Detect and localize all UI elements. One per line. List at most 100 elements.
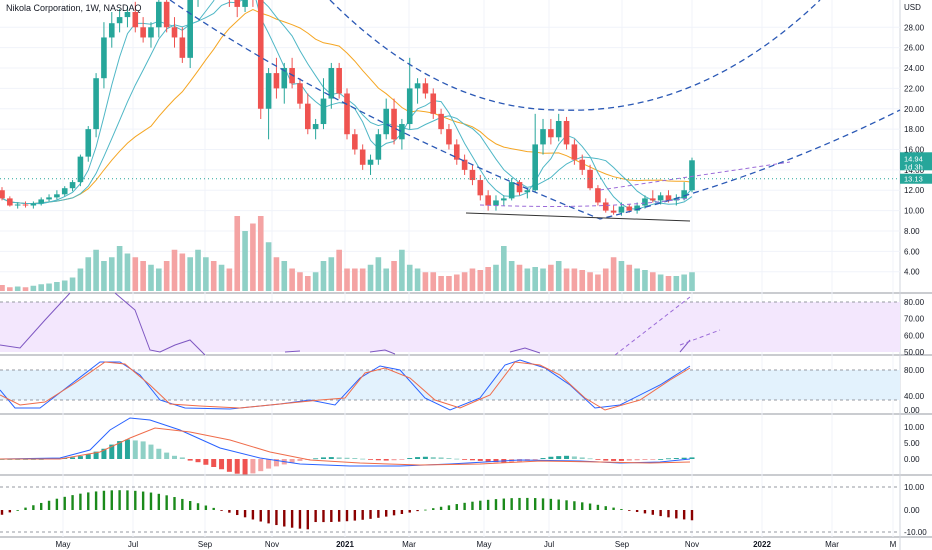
macd-hist-bar [172,455,177,459]
osc-bar [275,510,278,526]
macd-hist-bar [211,459,217,467]
rsi-band [0,302,900,352]
osc-bar [385,510,388,517]
macd-hist-bar [93,451,99,459]
candle-body [587,169,593,189]
candle-body [485,195,491,206]
volume-bar [508,261,515,291]
candle-body [320,98,327,125]
osc-bar [432,508,435,510]
time-axis-tick: Nov [265,540,279,549]
osc-bar [369,510,372,519]
time-axis-tick: 2022 [753,540,771,549]
volume-bar [540,268,546,291]
osc-bar [220,510,223,511]
volume-bar [477,270,484,291]
osc-bar [581,502,584,510]
osc-bar [361,510,364,520]
volume-bar [642,270,648,291]
rsi-axis-tick: 70.00 [904,315,925,324]
macd-hist-bar [344,457,350,459]
macd-hist-bar [603,459,609,461]
price-axis-tick: 14.00 [904,166,925,175]
volume-bar [579,270,586,291]
macd-hist-bar [689,457,695,459]
candle-body [367,159,374,165]
candle-body [38,199,45,204]
osc-bar [675,510,678,519]
macd-hist-bar [179,457,185,459]
macd-hist-bar [219,459,225,470]
osc-bar [424,509,427,511]
candle-body [665,195,672,201]
macd-hist-bar [70,457,76,459]
osc-bar [408,510,411,513]
time-axis-tick: M [890,540,897,549]
osc-bar [588,503,592,510]
candle-body [532,144,538,191]
osc-bar [620,509,623,510]
macd-hist-bar [85,454,91,459]
price-axis-tick: 16.00 [904,146,925,155]
time-axis-tick: Sep [615,540,630,549]
time-axis-tick: Nov [685,540,699,549]
candle-body [257,0,264,109]
macd-axis-tick: 0.00 [904,455,920,464]
osc-bar [635,510,639,512]
price-axis-tick: 22.00 [904,84,925,93]
osc-bar [337,510,341,522]
candle-body [516,182,523,193]
volume-bar [532,267,538,291]
stoch-axis-tick: 0.00 [904,406,920,415]
macd-hist-bar [446,458,452,459]
osc-axis-tick: 0.00 [904,506,920,515]
volume-bar [516,264,523,291]
osc-bar [494,499,498,510]
volume-bar [406,264,413,291]
candle-body [77,156,84,183]
macd-hist-bar [571,456,577,459]
volume-bar [618,261,625,291]
osc-axis-tick: -10.00 [904,528,927,537]
volume-bar [587,272,593,291]
osc-bar [690,510,694,521]
osc-bar [236,510,239,516]
volume-bar [69,277,76,291]
osc-bar [479,500,482,510]
macd-hist-bar [109,444,115,459]
osc-bar [71,495,74,510]
volume-bar [422,272,429,291]
osc-bar [32,505,35,510]
candle-body [344,93,350,135]
osc-bar [173,497,176,510]
volume-bar [391,261,397,291]
macd-hist-bar [368,459,374,460]
osc-bar [345,510,349,522]
rsi-axis-tick: 50.00 [904,348,925,357]
osc-bar [455,504,458,510]
osc-axis-tick: 10.00 [904,483,925,492]
macd-hist-bar [564,455,570,459]
macd-hist-bar [422,456,428,459]
volume-bar [524,268,531,291]
osc-bar [651,510,654,515]
candle-body [359,149,366,165]
stoch-band [0,370,900,400]
osc-bar [659,510,662,517]
osc-bar [259,510,262,522]
osc-bar [196,503,200,510]
macd-hist-bar [226,459,232,472]
osc-bar [149,492,153,510]
macd-hist-bar [626,459,632,461]
macd-hist-bar [164,452,170,459]
candle-body [132,12,139,28]
osc-bar [243,510,247,518]
candle-body [179,37,186,58]
candle-body [312,124,319,130]
volume-bar [77,268,84,291]
osc-bar [16,510,19,511]
volume-bar [344,268,350,291]
macd-axis-tick: 5.00 [904,439,920,448]
osc-bar [392,510,396,516]
